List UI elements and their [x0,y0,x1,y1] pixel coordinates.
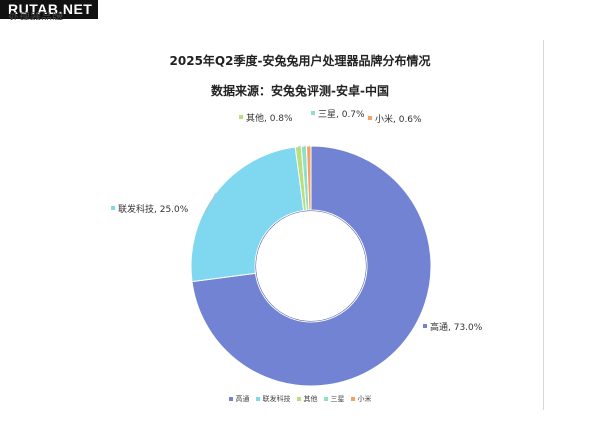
pie-slice-0 [191,145,432,387]
data-label-swatch-0 [423,324,427,328]
data-label-4: 小米, 0.6% [375,113,422,125]
legend-swatch-2 [296,397,301,401]
legend-item-2: 其他 [296,394,318,404]
section-label: 处理器品牌 [8,12,63,20]
legend-item-4: 小米 [350,394,372,404]
data-label-0: 高通, 73.0% [430,321,483,333]
leader-line-2 [298,145,302,148]
legend-swatch-0 [228,397,233,401]
data-label-swatch-1 [111,206,115,210]
legend-item-0: 高通 [228,394,250,404]
legend-swatch-4 [350,397,355,401]
pie-slice-4 [305,145,312,211]
legend-label-4: 小米 [357,395,372,403]
legend-label-2: 其他 [303,395,318,403]
data-label-swatch-4 [368,116,372,120]
divider-line [543,40,544,410]
data-label-1: 联发科技, 25.0% [118,203,189,215]
chart-legend: 高通 联发科技 其他 三星 小米 [0,394,600,404]
legend-label-0: 高通 [235,395,250,403]
legend-item-1: 联发科技 [255,394,291,404]
chart-subtitle: 数据来源：安兔兔评测-安卓-中国 [211,84,389,98]
data-label-3: 三星, 0.7% [318,109,365,120]
legend-swatch-1 [255,397,260,401]
leader-line-1 [205,192,217,213]
watermark-logo: RUTAB.NET [0,0,99,19]
chart-title: 2025年Q2季度-安兔兔用户处理器品牌分布情况 [169,54,431,68]
legend-swatch-3 [323,397,328,401]
legend-item-3: 三星 [323,394,345,404]
donut-hole [256,211,366,321]
data-label-swatch-2 [239,115,243,119]
data-label-2: 其他, 0.8% [246,112,293,124]
legend-label-1: 联发科技 [262,395,291,403]
pie-slice-1 [190,146,305,283]
legend-label-3: 三星 [330,395,345,403]
data-label-swatch-3 [311,111,315,115]
